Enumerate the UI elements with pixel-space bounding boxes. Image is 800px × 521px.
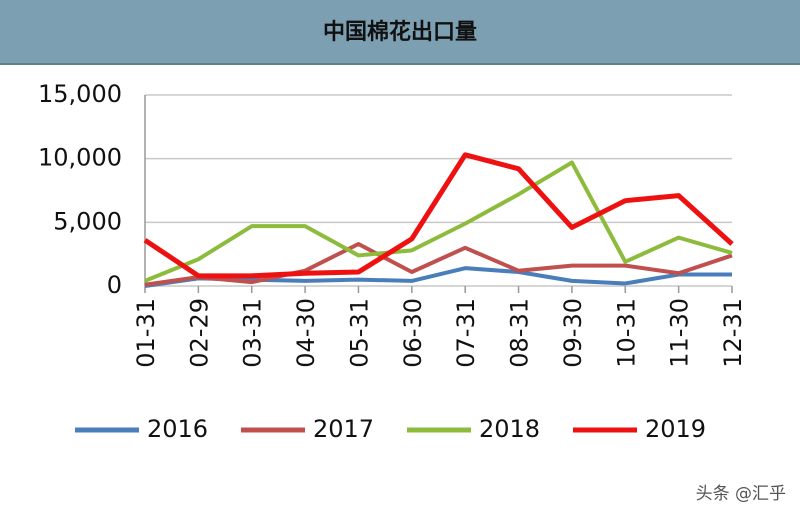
watermark: 头条 @汇乎 xyxy=(696,484,786,504)
x-tick-label: 05-31 xyxy=(345,298,373,368)
x-tick-label: 11-30 xyxy=(666,298,694,368)
x-tick-label: 06-30 xyxy=(399,298,427,368)
y-tick-label: 0 xyxy=(107,271,122,299)
x-tick-label: 10-31 xyxy=(612,298,640,368)
data-line xyxy=(144,160,733,283)
legend-label: 2019 xyxy=(645,415,706,443)
x-tick-label: 12-31 xyxy=(719,298,747,368)
x-tick-label: 09-30 xyxy=(559,298,587,368)
x-tick-label: 04-30 xyxy=(292,298,320,368)
x-tick-label: 02-29 xyxy=(185,298,213,368)
legend-label: 2016 xyxy=(147,415,208,443)
legend-label: 2017 xyxy=(313,415,374,443)
x-tick-label: 08-31 xyxy=(506,298,534,368)
data-line xyxy=(143,152,734,279)
title-bar xyxy=(0,0,800,64)
data-line xyxy=(144,241,733,287)
x-tick-label: 01-31 xyxy=(132,298,160,368)
legend-label: 2018 xyxy=(479,415,540,443)
chart-title: 中国棉花出口量 xyxy=(323,19,477,45)
y-tick-label: 10,000 xyxy=(38,144,122,172)
y-tick-label: 5,000 xyxy=(53,207,122,235)
x-tick-label: 03-31 xyxy=(239,298,267,368)
y-tick-label: 15,000 xyxy=(38,80,122,108)
x-tick-label: 07-31 xyxy=(452,298,480,368)
